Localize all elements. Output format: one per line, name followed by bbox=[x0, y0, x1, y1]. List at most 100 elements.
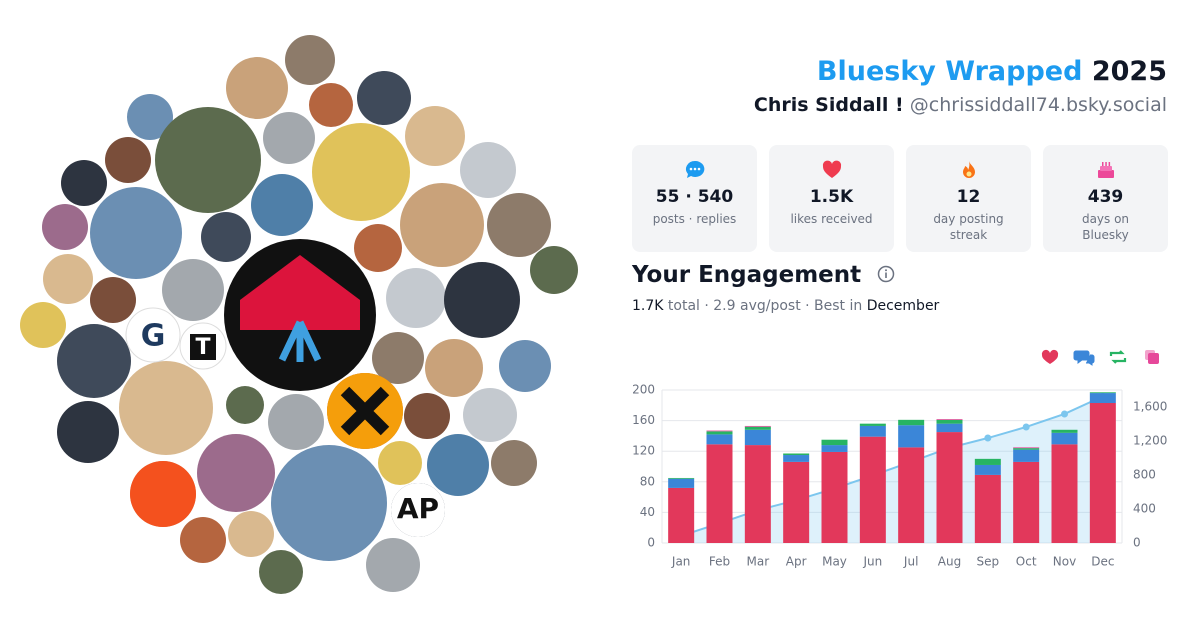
stat-value: 55 · 540 bbox=[655, 187, 734, 207]
line bbox=[680, 395, 1104, 537]
profile: Chris Siddall ! @chrissiddall74.bsky.soc… bbox=[754, 94, 1167, 116]
line-point bbox=[1061, 410, 1068, 418]
avatar bbox=[43, 254, 93, 304]
y2-tick-label: 1,200 bbox=[1133, 434, 1167, 448]
bar-segment bbox=[1013, 448, 1040, 450]
y2-tick-label: 400 bbox=[1133, 502, 1156, 516]
avatar bbox=[90, 187, 182, 279]
area bbox=[681, 396, 1103, 543]
y-tick-label: 200 bbox=[632, 383, 655, 397]
x-tick-label: May bbox=[822, 555, 847, 569]
y-tick-label: 120 bbox=[632, 444, 655, 458]
avatar-art bbox=[190, 334, 216, 360]
avatar bbox=[425, 339, 483, 397]
stat-card: 1.5K likes received bbox=[769, 145, 894, 252]
summary-total: 1.7K bbox=[632, 298, 664, 314]
avatar bbox=[357, 71, 411, 125]
line-point bbox=[792, 496, 800, 504]
bar-segment bbox=[668, 477, 695, 479]
x-tick-label: Mar bbox=[747, 555, 770, 569]
stat-card: 12 day posting streak bbox=[906, 145, 1031, 252]
bar-segment bbox=[821, 439, 848, 446]
bar-segment bbox=[1051, 444, 1078, 543]
avatar bbox=[427, 434, 489, 496]
avatar bbox=[20, 302, 66, 348]
icon bbox=[962, 161, 975, 178]
y-tick-label: 0 bbox=[647, 536, 655, 550]
bar-segment bbox=[744, 425, 771, 427]
bar-segment bbox=[1013, 461, 1040, 543]
avatar bbox=[180, 517, 226, 563]
x-tick-label: Jan bbox=[671, 555, 691, 569]
bar-segment bbox=[974, 458, 1001, 465]
bar-segment bbox=[1051, 429, 1078, 433]
avatar bbox=[354, 224, 402, 272]
avatar bbox=[405, 106, 465, 166]
icon bbox=[822, 160, 841, 178]
x-tick-label: Jul bbox=[903, 555, 918, 569]
avatar bbox=[105, 137, 151, 183]
bar-segment bbox=[1013, 447, 1040, 449]
avatar bbox=[400, 183, 484, 267]
bar-segment bbox=[859, 436, 886, 543]
info-icon[interactable] bbox=[877, 265, 895, 283]
avatar bbox=[271, 445, 387, 561]
x-tick-label: Apr bbox=[786, 555, 807, 569]
line-point bbox=[907, 458, 915, 466]
bar-segment bbox=[1089, 392, 1116, 394]
legend-icon bbox=[1109, 350, 1127, 364]
stat-label: day posting streak bbox=[933, 212, 1004, 242]
stat-card: 439 days on Bluesky bbox=[1043, 145, 1168, 252]
bar-segment bbox=[706, 430, 733, 432]
stat-value: 439 bbox=[1087, 187, 1124, 207]
y2-tick-label: 800 bbox=[1133, 468, 1156, 482]
x-tick-label: Feb bbox=[709, 555, 730, 569]
bar-segment bbox=[783, 455, 810, 462]
avatar bbox=[259, 550, 303, 594]
avatar bbox=[312, 123, 410, 221]
avatar bbox=[228, 511, 274, 557]
avatar bbox=[57, 324, 131, 398]
icon bbox=[1097, 162, 1114, 178]
avatar-cloud: G T AP bbox=[20, 35, 578, 594]
x-tick-label: Oct bbox=[1016, 555, 1037, 569]
line-point bbox=[946, 444, 953, 452]
avatar bbox=[251, 174, 313, 236]
bar-segment bbox=[706, 434, 733, 445]
y-tick-label: 80 bbox=[640, 474, 655, 488]
bar-segment bbox=[1013, 449, 1040, 462]
avatar bbox=[460, 142, 516, 198]
x-tick-label: Dec bbox=[1091, 555, 1114, 569]
bar-segment bbox=[936, 419, 963, 420]
line-point bbox=[831, 485, 838, 493]
avatar bbox=[530, 246, 578, 294]
bar-segment bbox=[706, 444, 733, 543]
summary-text: total · 2.9 avg/post · Best in bbox=[667, 298, 863, 314]
avatar bbox=[130, 461, 196, 527]
legend-icon bbox=[1148, 353, 1159, 364]
bar-segment bbox=[744, 429, 771, 446]
avatar-label: G bbox=[141, 319, 166, 354]
legend-icon bbox=[1073, 350, 1095, 366]
handle: @chrissiddall74.bsky.social bbox=[909, 94, 1167, 116]
bar-segment bbox=[668, 487, 695, 543]
bar-segment bbox=[744, 426, 771, 430]
avatar bbox=[491, 440, 537, 486]
title-text: Bluesky Wrapped bbox=[816, 56, 1083, 87]
line-point bbox=[677, 532, 685, 540]
avatar bbox=[285, 35, 335, 85]
avatar bbox=[309, 83, 353, 127]
avatar bbox=[263, 112, 315, 164]
stat-value: 12 bbox=[956, 187, 981, 207]
avatar bbox=[155, 107, 261, 213]
bar-segment bbox=[898, 447, 925, 543]
avatar bbox=[404, 393, 450, 439]
avatar bbox=[499, 340, 551, 392]
legend-icon bbox=[1145, 350, 1155, 360]
avatar-art bbox=[278, 320, 322, 362]
legend-icon bbox=[1041, 349, 1059, 364]
icon bbox=[685, 160, 704, 178]
bar-segment bbox=[668, 478, 695, 488]
bar-segment bbox=[706, 431, 733, 435]
